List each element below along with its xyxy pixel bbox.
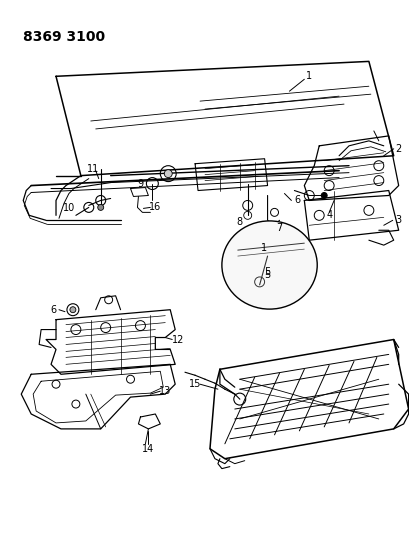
Text: 4: 4 bbox=[325, 211, 331, 220]
Text: 5: 5 bbox=[264, 270, 270, 280]
Text: 5: 5 bbox=[264, 267, 270, 277]
Text: 12: 12 bbox=[172, 335, 184, 344]
Text: 1: 1 bbox=[260, 243, 266, 253]
Text: 6: 6 bbox=[50, 305, 56, 314]
Circle shape bbox=[70, 306, 76, 313]
Text: 13: 13 bbox=[159, 386, 171, 396]
Text: 2: 2 bbox=[395, 144, 401, 154]
Text: 8369 3100: 8369 3100 bbox=[23, 30, 105, 44]
Text: 3: 3 bbox=[395, 215, 401, 225]
Text: 10: 10 bbox=[63, 204, 75, 213]
Text: 6: 6 bbox=[294, 196, 300, 205]
Text: 1: 1 bbox=[306, 71, 312, 82]
Ellipse shape bbox=[221, 221, 317, 309]
Text: 14: 14 bbox=[142, 444, 154, 454]
Circle shape bbox=[164, 169, 172, 177]
Circle shape bbox=[320, 192, 326, 198]
Circle shape bbox=[97, 205, 103, 211]
Text: 9: 9 bbox=[137, 179, 143, 189]
Text: 8: 8 bbox=[236, 217, 242, 227]
Text: 11: 11 bbox=[86, 164, 99, 174]
Text: 15: 15 bbox=[189, 379, 201, 389]
Text: 7: 7 bbox=[276, 223, 282, 233]
Text: 16: 16 bbox=[149, 203, 161, 213]
